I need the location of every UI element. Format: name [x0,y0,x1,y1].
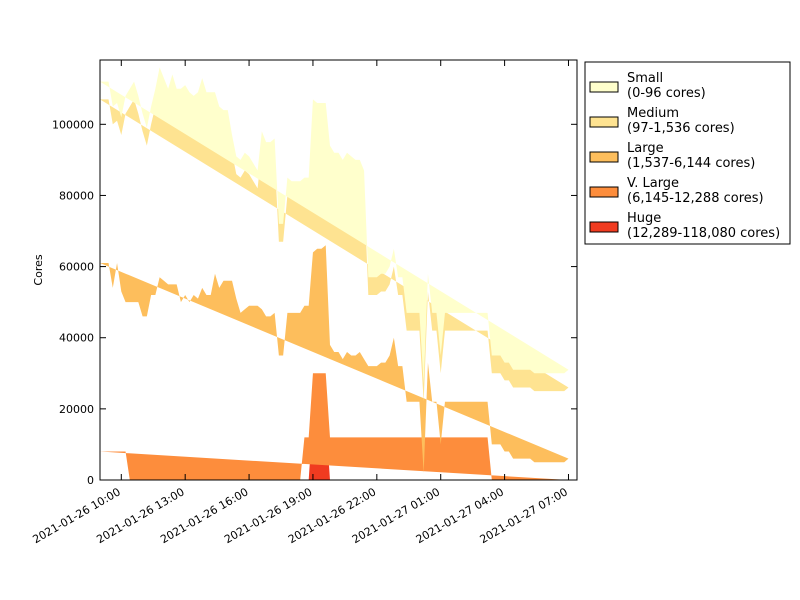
legend-label: Large [627,141,664,156]
area-v-large [100,373,569,480]
plot-frame [99,59,578,481]
area-layers [100,67,577,480]
y-tick-label: 80000 [59,189,94,202]
legend-label: V. Large [627,176,679,191]
y-tick-label: 100000 [52,118,94,131]
legend-swatch [589,81,619,93]
legend-range: (6,145-12,288 cores) [627,191,764,206]
y-axis: 0 20000 40000 60000 80000 100000 [52,118,577,487]
y-tick-label: 0 [87,474,94,487]
legend: Small(0-96 cores) Medium(97-1,536 cores) L… [584,61,791,245]
legend-label: Small [627,71,663,86]
legend-label: Medium [627,106,679,121]
area-small [100,67,569,384]
legend-range: (1,537-6,144 cores) [627,156,755,171]
y-tick-label: 60000 [59,261,94,274]
legend-swatch [589,151,619,163]
y-axis-label: Cores [32,254,45,285]
area-medium [100,85,569,402]
legend-range: (12,289-118,080 cores) [627,226,780,241]
y-tick-label: 20000 [59,403,94,416]
area-large [100,245,569,473]
legend-swatch [589,116,619,128]
y-tick-label: 40000 [59,332,94,345]
legend-swatch [589,221,619,233]
legend-range: (0-96 cores) [627,86,706,101]
legend-range: (97-1,536 cores) [627,121,735,136]
legend-box [584,61,791,245]
legend-label: Huge [627,211,661,226]
legend-swatch [589,186,619,198]
